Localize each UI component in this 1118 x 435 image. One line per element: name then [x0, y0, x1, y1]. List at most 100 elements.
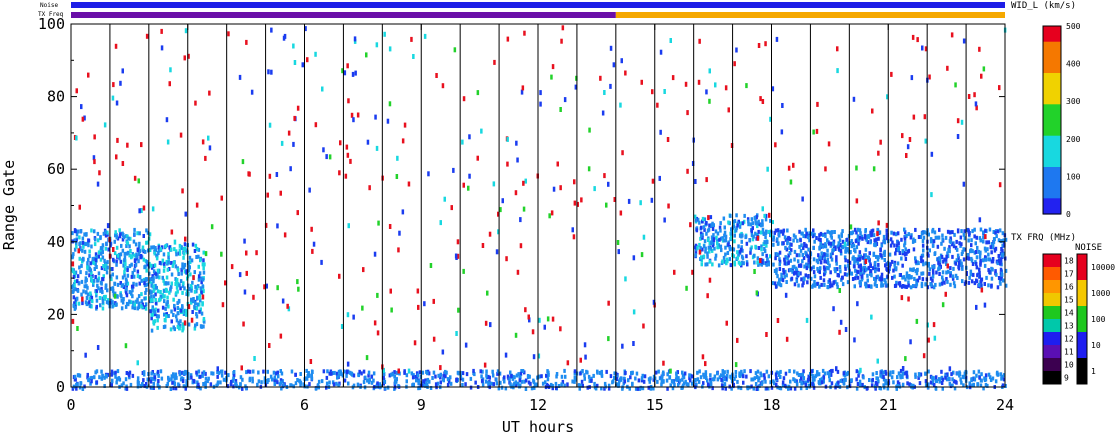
data-point — [806, 377, 810, 382]
data-point — [944, 375, 947, 380]
data-point — [72, 303, 75, 308]
data-point — [527, 380, 531, 385]
data-point — [99, 303, 102, 308]
data-point — [970, 238, 973, 243]
data-point — [99, 246, 103, 251]
data-point — [148, 296, 152, 301]
data-point — [112, 247, 115, 252]
data-point — [85, 232, 88, 237]
data-point — [772, 235, 776, 240]
data-point — [382, 375, 385, 380]
data-point — [693, 214, 697, 219]
data-point — [364, 375, 367, 380]
data-point — [960, 119, 964, 125]
data-point — [919, 372, 923, 377]
data-point — [461, 383, 464, 387]
data-point — [807, 264, 811, 269]
data-point — [721, 369, 724, 374]
data-point — [955, 247, 959, 252]
data-point — [891, 275, 894, 280]
data-point — [948, 366, 952, 372]
data-point — [196, 380, 199, 385]
data-point — [940, 369, 943, 374]
data-point — [747, 219, 750, 224]
data-point — [990, 283, 993, 288]
data-point — [774, 284, 778, 289]
data-point — [776, 274, 779, 279]
data-point — [954, 379, 957, 384]
data-point — [268, 173, 272, 179]
data-point — [798, 244, 801, 249]
data-point — [386, 385, 390, 390]
data-point — [145, 382, 148, 386]
data-point — [105, 266, 108, 271]
data-point — [276, 285, 279, 291]
data-point — [686, 168, 689, 174]
data-point — [839, 243, 842, 248]
data-point — [130, 291, 133, 295]
data-point — [154, 300, 158, 305]
data-point — [995, 234, 998, 239]
data-point — [696, 370, 699, 375]
data-point — [924, 261, 928, 266]
data-point — [144, 290, 147, 295]
data-point — [723, 370, 726, 375]
width-colorbar-swatch — [1043, 73, 1061, 77]
data-point — [160, 261, 163, 266]
data-point — [877, 236, 880, 241]
data-point — [899, 273, 902, 277]
data-point — [875, 371, 878, 375]
data-point — [698, 38, 701, 44]
data-point — [827, 260, 830, 265]
data-point — [132, 304, 136, 309]
data-point — [888, 263, 892, 268]
data-point — [975, 255, 979, 260]
data-point — [801, 283, 804, 288]
data-point — [119, 292, 122, 297]
data-point — [828, 372, 831, 376]
data-point — [81, 248, 84, 253]
data-point — [904, 284, 907, 289]
data-point — [446, 377, 450, 382]
data-point — [865, 267, 868, 272]
data-point — [411, 375, 415, 380]
data-point — [893, 243, 896, 248]
data-point — [913, 276, 916, 281]
data-point — [95, 265, 98, 269]
data-point — [136, 274, 140, 279]
data-point — [938, 377, 941, 382]
data-point — [599, 370, 602, 375]
data-point — [903, 227, 906, 232]
data-point — [779, 277, 782, 282]
data-point — [175, 375, 178, 380]
data-point — [900, 284, 904, 289]
data-point — [81, 387, 85, 391]
data-point — [297, 286, 300, 292]
data-point — [212, 371, 215, 376]
data-point — [954, 273, 958, 278]
data-point — [204, 251, 208, 257]
data-point — [955, 258, 959, 263]
data-point — [877, 267, 880, 272]
data-point — [961, 266, 964, 271]
data-point — [301, 62, 304, 68]
data-point — [401, 138, 405, 144]
data-point — [337, 369, 341, 374]
data-point — [649, 376, 652, 381]
data-point — [245, 386, 248, 391]
data-point — [163, 318, 167, 322]
data-point — [178, 283, 181, 288]
data-point — [979, 262, 982, 267]
data-point — [685, 382, 689, 387]
data-point — [743, 369, 746, 374]
data-point — [243, 238, 246, 244]
data-point — [707, 245, 711, 250]
data-point — [675, 374, 678, 379]
width-colorbar-swatch — [1043, 69, 1061, 74]
data-point — [772, 237, 775, 242]
data-point — [786, 241, 789, 246]
data-point — [638, 386, 642, 391]
data-point — [945, 254, 948, 259]
data-point — [156, 289, 160, 294]
data-point — [764, 235, 767, 240]
